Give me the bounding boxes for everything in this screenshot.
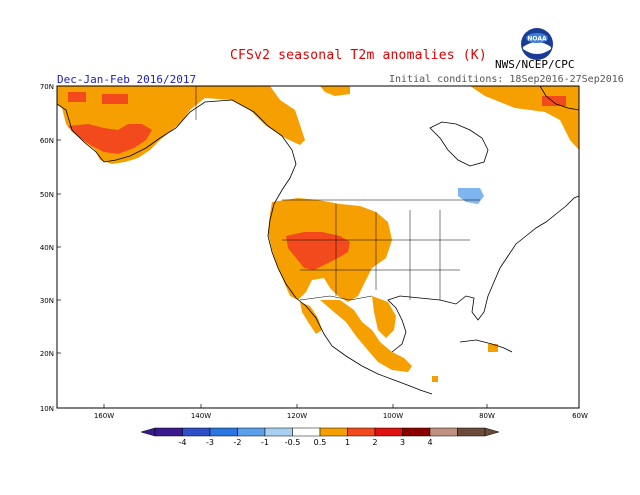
colorbar-segment: [429, 427, 458, 437]
lat-label-40n: 40N: [40, 244, 54, 252]
colorbar-segment: [292, 427, 321, 437]
lat-label-30n: 30N: [40, 297, 54, 305]
colorbar-label: -2: [234, 438, 242, 447]
initial-conditions: Initial conditions: 18Sep2016-27Sep2016: [389, 74, 624, 85]
colorbar-segment: [237, 427, 266, 437]
alaska-strong-anomaly: [68, 124, 152, 154]
colorbar-segment: [264, 427, 293, 437]
caribbean-anomaly: [488, 344, 498, 352]
map-title: CFSv2 seasonal T2m anomalies (K): [230, 48, 487, 63]
colorbar-label: 4: [427, 438, 432, 447]
lon-label-60w: 60W: [572, 412, 588, 420]
colorbar-left-arrow: [140, 427, 156, 437]
lon-label-100w: 100W: [383, 412, 403, 420]
lat-label-70n: 70N: [40, 83, 54, 91]
lon-axis: 160W 140W 120W 100W 80W 60W: [94, 404, 588, 420]
baja-anomaly: [300, 302, 322, 334]
colorbar-segment: [347, 427, 376, 437]
agency-label: NWS/NCEP/CPC: [495, 58, 575, 71]
colorbar-segment: [182, 427, 211, 437]
colorbar-label: -3: [206, 438, 214, 447]
colorbar-label: 1: [345, 438, 350, 447]
map-content: [57, 86, 579, 395]
lat-label-50n: 50N: [40, 191, 54, 199]
colorbar-segment: [374, 427, 403, 437]
greenland-strong-anomaly: [542, 96, 566, 106]
colorbar-label: -4: [179, 438, 187, 447]
colorbar-segment: [402, 427, 431, 437]
lat-label-10n: 10N: [40, 405, 54, 413]
colorbar-label: -1: [261, 438, 269, 447]
mexico-anomaly: [320, 300, 412, 372]
colorbar-segment: [457, 427, 486, 437]
noaa-logo: NOAA: [521, 28, 553, 60]
colorbar-segment: [319, 427, 348, 437]
atlantic-anomaly: [432, 376, 438, 382]
colorbar-label: 2: [372, 438, 377, 447]
lon-label-80w: 80W: [479, 412, 495, 420]
lat-label-20n: 20N: [40, 350, 54, 358]
colorbar-label: 3: [400, 438, 405, 447]
great-basin-strong-anomaly: [286, 232, 350, 270]
alaska-strong-anomaly-2: [68, 92, 86, 102]
colorbar-segment: [154, 427, 183, 437]
colorbar-right-arrow: [484, 427, 500, 437]
colorbar-label: -0.5: [285, 438, 301, 447]
lon-label-140w: 140W: [191, 412, 211, 420]
season-period: Dec-Jan-Feb 2016/2017: [57, 73, 197, 86]
alaska-strong-anomaly-3: [102, 94, 128, 104]
lat-axis: 70N 60N 50N 40N 30N 20N 10N: [40, 83, 61, 413]
boundaries: [195, 86, 480, 301]
colorbar-segment: [209, 427, 238, 437]
colorbar-label: 0.5: [314, 438, 327, 447]
lon-label-120w: 120W: [287, 412, 307, 420]
arctic-anomaly: [320, 86, 350, 96]
noaa-logo-text: NOAA: [527, 36, 547, 43]
lat-label-60n: 60N: [40, 137, 54, 145]
colorbar: -4 -3 -2 -1 -0.5 0.5 1 2 3 4: [140, 427, 500, 447]
lon-label-160w: 160W: [94, 412, 114, 420]
texas-gulf-anomaly: [372, 296, 396, 338]
